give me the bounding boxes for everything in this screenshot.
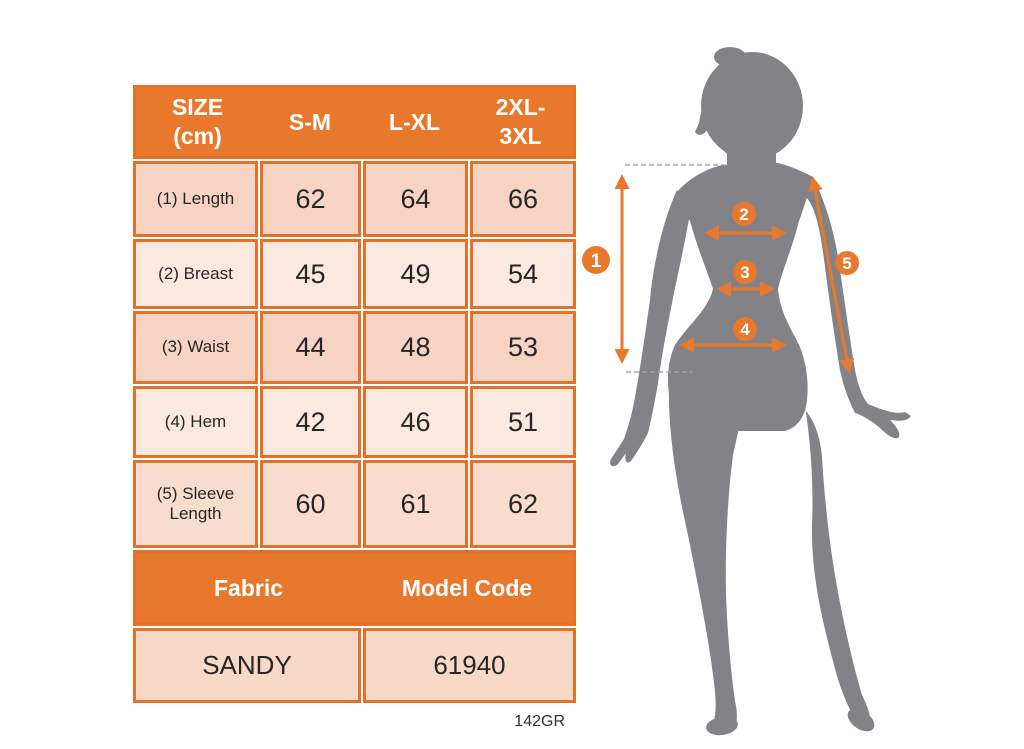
value-waist-lxl: 48 bbox=[363, 311, 468, 384]
header-2xl-3xl: 2XL- 3XL bbox=[495, 94, 546, 149]
fabric-header: Fabric bbox=[213, 574, 284, 601]
marker-1-circle-icon bbox=[582, 246, 610, 274]
value-waist-sm: 44 bbox=[260, 311, 361, 384]
value-breast-lxl: 49 bbox=[363, 239, 468, 309]
value-length-lxl: 64 bbox=[363, 161, 468, 237]
marker-5-number: 5 bbox=[842, 254, 851, 273]
row-label-breast: (2) Breast bbox=[133, 239, 258, 309]
value-sleeve-2xl3xl: 62 bbox=[470, 460, 576, 548]
row-label-hem: (4) Hem bbox=[133, 386, 258, 458]
size-figure-svg: 1 2 3 4 5 bbox=[582, 47, 911, 736]
sleeve-arrow bbox=[807, 176, 855, 374]
row-label-length: (1) Length bbox=[133, 161, 258, 237]
table-header-band: SIZE (cm) S-M L-XL 2XL- 3XL bbox=[133, 85, 576, 159]
measurement-arrows bbox=[614, 174, 855, 374]
marker-3-circle-icon bbox=[733, 260, 757, 284]
row-label-sleeve-length: (5) Sleeve Length bbox=[133, 460, 258, 548]
value-length-2xl3xl: 66 bbox=[470, 161, 576, 237]
marker-4-circle-icon bbox=[733, 317, 757, 341]
value-waist-2xl3xl: 53 bbox=[470, 311, 576, 384]
value-sleeve-sm: 60 bbox=[260, 460, 361, 548]
value-breast-2xl3xl: 54 bbox=[470, 239, 576, 309]
body-silhouette-icon bbox=[610, 47, 911, 736]
table-footer-band: Fabric Model Code bbox=[133, 550, 576, 626]
marker-2-number: 2 bbox=[739, 205, 748, 224]
fabric-value: SANDY bbox=[133, 628, 361, 703]
model-code-header: Model Code bbox=[401, 574, 533, 601]
value-hem-2xl3xl: 51 bbox=[470, 386, 576, 458]
value-hem-sm: 42 bbox=[260, 386, 361, 458]
header-l-xl: L-XL bbox=[388, 108, 441, 135]
weight-footnote: 142GR bbox=[514, 713, 565, 730]
value-sleeve-lxl: 61 bbox=[363, 460, 468, 548]
value-length-sm: 62 bbox=[260, 161, 361, 237]
measurement-figure: 1 2 3 4 5 bbox=[580, 25, 925, 744]
marker-1-number: 1 bbox=[591, 251, 602, 272]
measurement-markers: 1 2 3 4 5 bbox=[582, 202, 859, 341]
marker-3-number: 3 bbox=[740, 263, 749, 282]
model-code-value: 61940 bbox=[363, 628, 576, 703]
size-table: SIZE (cm) S-M L-XL 2XL- 3XL (1) Length 6… bbox=[133, 85, 576, 703]
header-size-cm: SIZE (cm) bbox=[171, 94, 224, 149]
value-hem-lxl: 46 bbox=[363, 386, 468, 458]
row-label-waist: (3) Waist bbox=[133, 311, 258, 384]
header-s-m: S-M bbox=[288, 108, 332, 135]
value-breast-sm: 45 bbox=[260, 239, 361, 309]
marker-4-number: 4 bbox=[740, 320, 750, 339]
marker-5-circle-icon bbox=[835, 251, 859, 275]
dashed-guide-lines bbox=[625, 164, 728, 373]
marker-2-circle-icon bbox=[732, 202, 756, 226]
